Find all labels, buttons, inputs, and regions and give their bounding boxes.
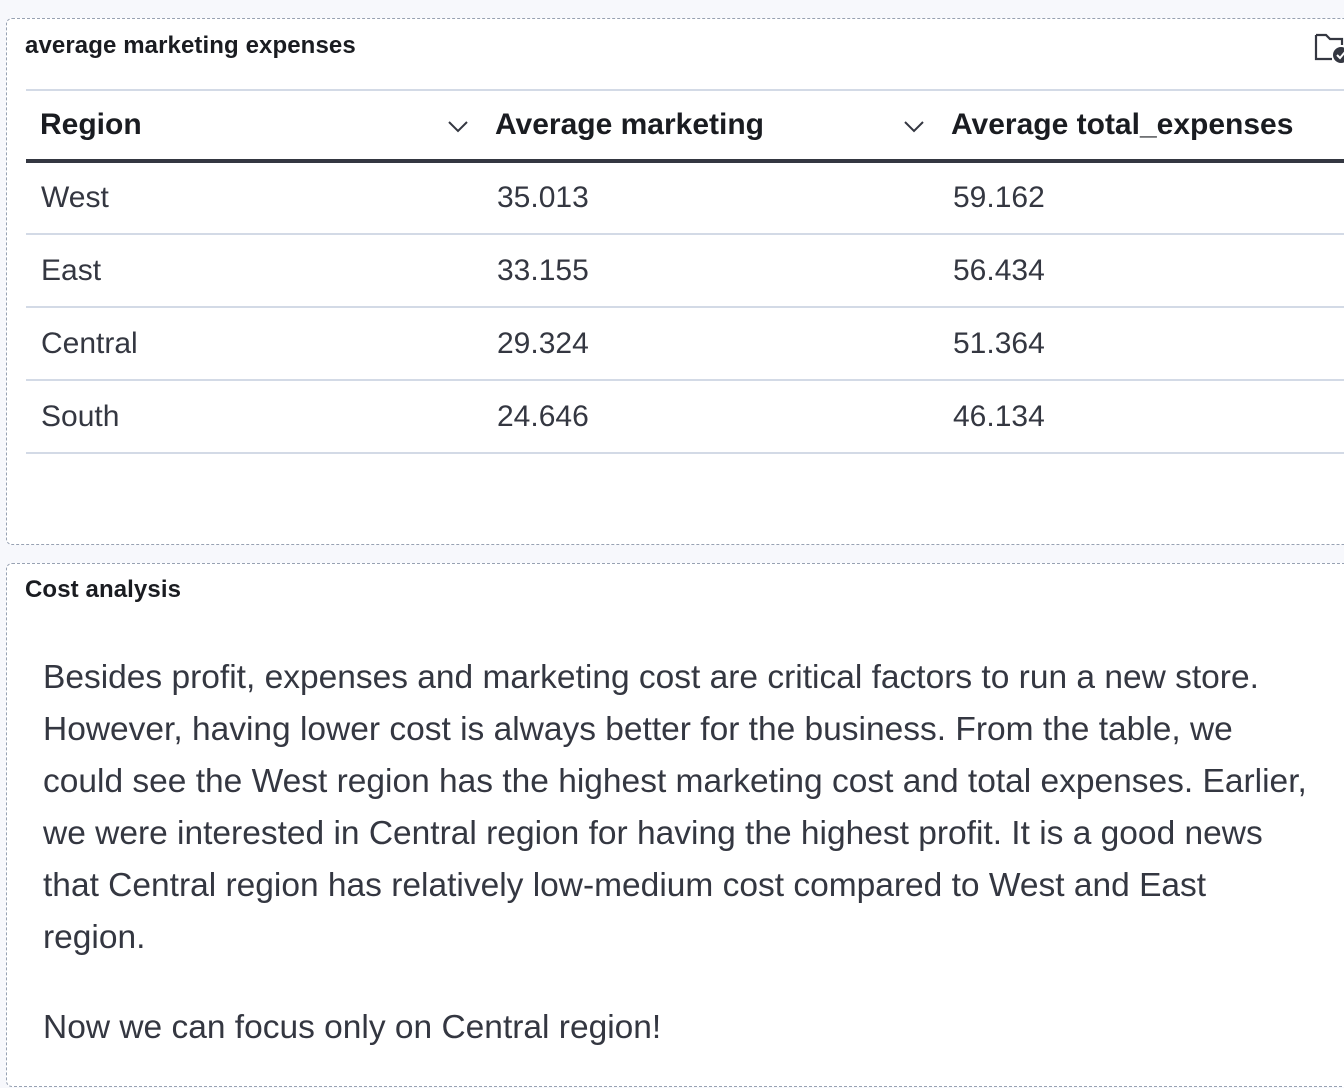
markdown-panel: Cost analysis Besides profit, expenses a… <box>6 563 1344 1087</box>
paragraph: Besides profit, expenses and marketing c… <box>43 659 1307 956</box>
column-header-average-total-expenses[interactable]: Average total_expenses <box>937 89 1344 163</box>
table-row: Central 29.324 51.364 <box>26 307 1344 381</box>
cell-region: East <box>26 234 481 308</box>
column-header-label: Average total_expenses <box>951 108 1294 141</box>
table-row: East 33.155 56.434 <box>26 234 1344 308</box>
table-row: West 35.013 59.162 <box>26 161 1344 235</box>
cell-average-marketing: 33.155 <box>480 234 937 308</box>
folder-check-icon[interactable] <box>1310 29 1344 65</box>
cell-average-total-expenses: 56.434 <box>936 234 1344 308</box>
column-header-average-marketing[interactable]: Average marketing <box>481 89 937 163</box>
cell-region: South <box>26 380 481 454</box>
panel-title: Cost analysis <box>25 576 182 603</box>
table-panel: average marketing expenses Region Averag… <box>6 18 1344 545</box>
cell-average-marketing: 29.324 <box>480 307 937 381</box>
table-row: South 24.646 46.134 <box>26 380 1344 454</box>
cell-region: Central <box>26 307 481 381</box>
panel-title: average marketing expenses <box>25 32 356 59</box>
cell-average-total-expenses: 51.364 <box>936 307 1344 381</box>
data-table: Region Average marketing Average total_e… <box>26 89 1344 454</box>
markdown-content: Besides profit, expenses and marketing c… <box>43 652 1313 1086</box>
chevron-down-icon[interactable] <box>903 115 925 137</box>
cell-region: West <box>26 161 481 235</box>
paragraph: Now we can focus only on Central region! <box>43 1009 662 1046</box>
column-header-label: Region <box>40 108 142 141</box>
cell-average-marketing: 35.013 <box>480 161 937 235</box>
column-header-label: Average marketing <box>495 108 765 141</box>
column-header-region[interactable]: Region <box>26 89 481 163</box>
table-header-row: Region Average marketing Average total_e… <box>26 89 1344 163</box>
cell-average-total-expenses: 59.162 <box>936 161 1344 235</box>
chevron-down-icon[interactable] <box>447 115 469 137</box>
cell-average-marketing: 24.646 <box>480 380 937 454</box>
cell-average-total-expenses: 46.134 <box>936 380 1344 454</box>
